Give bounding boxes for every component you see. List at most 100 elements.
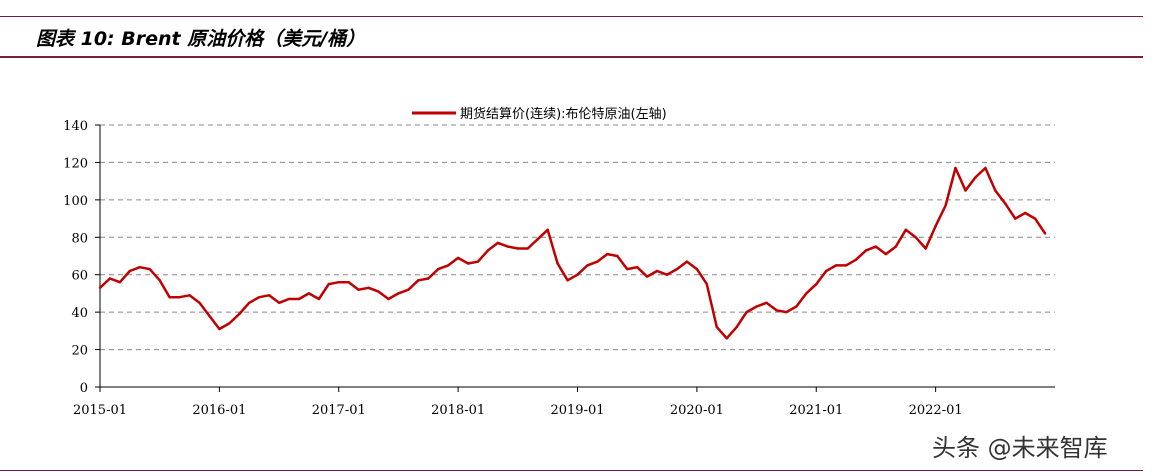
y-tick-labels: 0 20 40 60 80 100 120 140 bbox=[63, 119, 100, 396]
y-tick-label: 60 bbox=[71, 269, 88, 284]
data-point bbox=[715, 325, 718, 329]
data-point bbox=[675, 267, 679, 271]
data-point bbox=[357, 288, 360, 291]
data-point bbox=[536, 238, 539, 241]
data-point bbox=[815, 282, 818, 286]
x-tick-label: 2017-01 bbox=[312, 403, 366, 418]
data-point bbox=[248, 301, 251, 304]
legend: 期货结算价(连续):布伦特原油(左轴) bbox=[214, 102, 912, 124]
data-point bbox=[636, 266, 639, 269]
data-point bbox=[626, 267, 629, 271]
data-point bbox=[685, 260, 689, 263]
data-point bbox=[228, 322, 231, 325]
data-point bbox=[616, 254, 619, 258]
data-point bbox=[954, 166, 957, 170]
data-point bbox=[526, 247, 529, 250]
data-point bbox=[974, 176, 977, 179]
data-point bbox=[795, 305, 798, 308]
data-point bbox=[1004, 202, 1007, 205]
data-point bbox=[645, 275, 649, 278]
data-point bbox=[407, 288, 410, 291]
data-point bbox=[844, 264, 848, 267]
data-point bbox=[98, 286, 102, 289]
data-point bbox=[138, 266, 141, 269]
data-point bbox=[347, 281, 350, 284]
data-point bbox=[765, 301, 768, 304]
data-point bbox=[606, 252, 609, 256]
data-point bbox=[964, 189, 967, 192]
data-point bbox=[108, 277, 112, 280]
data-point bbox=[486, 249, 490, 252]
data-point bbox=[586, 264, 589, 267]
header-rule-bottom bbox=[0, 56, 1143, 58]
data-point bbox=[208, 314, 211, 318]
data-point bbox=[775, 309, 778, 312]
data-point bbox=[874, 245, 878, 248]
data-point bbox=[218, 327, 221, 331]
x-tick-label: 2016-01 bbox=[192, 403, 246, 418]
data-point bbox=[118, 281, 122, 284]
data-point bbox=[1033, 217, 1037, 220]
chart-figure-title: 图表 10: Brent 原油价格（美元/桶） bbox=[36, 28, 366, 50]
data-point bbox=[238, 312, 241, 316]
data-point bbox=[984, 166, 987, 170]
x-tick-label: 2019-01 bbox=[550, 403, 604, 418]
y-tick-label: 100 bbox=[63, 194, 88, 209]
data-point bbox=[864, 249, 868, 252]
data-point bbox=[258, 296, 261, 299]
data-point bbox=[506, 245, 510, 248]
data-point bbox=[456, 256, 460, 260]
footer-rule bbox=[0, 470, 1143, 471]
x-tick-label: 2021-01 bbox=[789, 403, 843, 418]
data-point bbox=[297, 297, 301, 301]
x-tick-labels: 2015-01 2016-01 2017-01 2018-01 2019-01 2020-… bbox=[73, 387, 963, 418]
data-point bbox=[884, 252, 888, 256]
y-tick-label: 80 bbox=[71, 231, 88, 246]
grid-lines bbox=[100, 124, 1055, 351]
data-point bbox=[1043, 232, 1047, 235]
x-tick-label: 2020-01 bbox=[670, 403, 724, 418]
y-tick-label: 20 bbox=[71, 344, 88, 359]
data-point bbox=[994, 189, 997, 192]
data-point bbox=[914, 236, 917, 239]
data-point bbox=[128, 269, 131, 273]
data-point bbox=[466, 262, 470, 265]
axes bbox=[99, 125, 1055, 388]
x-tick-label: 2015-01 bbox=[73, 403, 127, 418]
data-point bbox=[178, 296, 181, 299]
data-point bbox=[854, 258, 858, 261]
data-point bbox=[576, 273, 579, 276]
series-layer bbox=[98, 166, 1047, 340]
data-point bbox=[168, 296, 171, 299]
x-tick-label: 2022-01 bbox=[909, 403, 963, 418]
data-point bbox=[755, 305, 758, 308]
data-point bbox=[655, 269, 659, 273]
data-point bbox=[427, 277, 430, 280]
series-line bbox=[99, 166, 1047, 340]
data-point bbox=[287, 297, 291, 301]
data-point bbox=[198, 301, 201, 304]
watermark: 头条 @未来智库 bbox=[932, 434, 1108, 462]
data-point bbox=[785, 310, 788, 314]
data-point bbox=[387, 297, 390, 301]
legend-label: 期货结算价(连续):布伦特原油(左轴) bbox=[460, 106, 667, 122]
data-point bbox=[805, 292, 808, 295]
data-point bbox=[417, 279, 420, 282]
data-point bbox=[277, 301, 281, 304]
data-point bbox=[267, 294, 271, 297]
data-point bbox=[924, 247, 927, 250]
data-point bbox=[158, 279, 161, 282]
data-point bbox=[317, 297, 321, 301]
data-point bbox=[944, 204, 947, 207]
data-point bbox=[337, 281, 340, 284]
data-point bbox=[834, 264, 838, 267]
data-point bbox=[377, 290, 380, 293]
data-point bbox=[437, 267, 440, 271]
data-point bbox=[566, 279, 569, 282]
data-point bbox=[695, 267, 699, 271]
data-point bbox=[367, 286, 370, 289]
data-point bbox=[556, 262, 559, 265]
data-point bbox=[546, 228, 549, 231]
x-tick-label: 2018-01 bbox=[431, 403, 485, 418]
